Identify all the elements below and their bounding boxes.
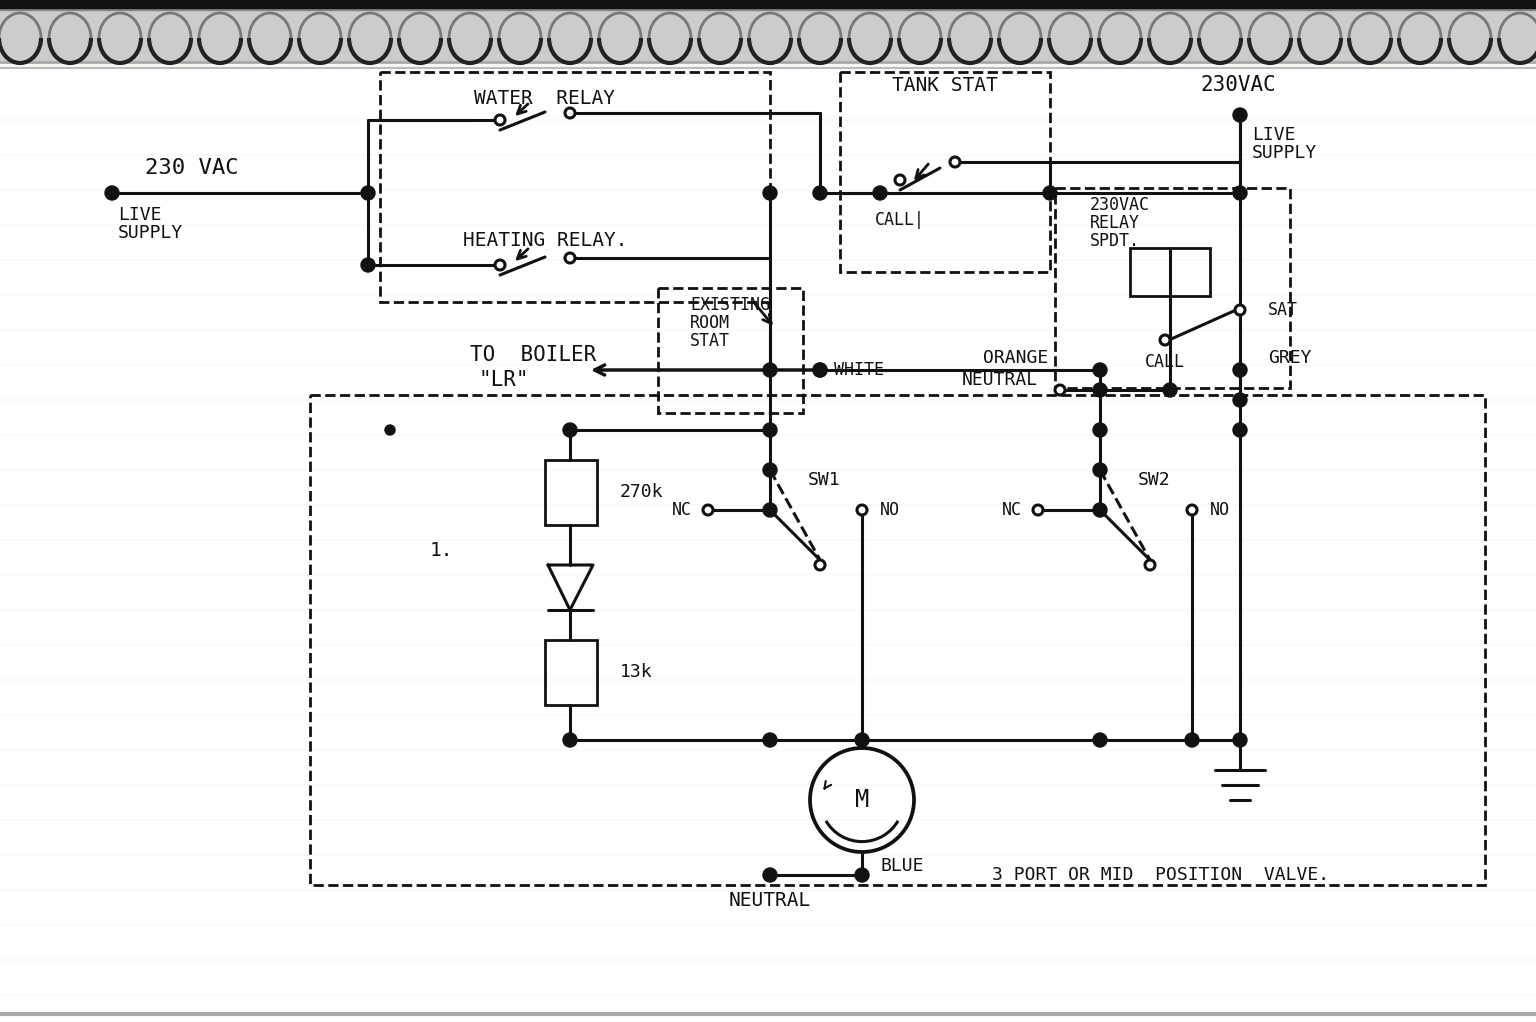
Circle shape bbox=[1055, 385, 1064, 394]
Circle shape bbox=[1233, 108, 1247, 122]
Circle shape bbox=[1094, 463, 1107, 477]
Circle shape bbox=[895, 175, 905, 185]
Bar bbox=[840, 72, 1051, 272]
Circle shape bbox=[1094, 503, 1107, 517]
Text: HEATING RELAY.: HEATING RELAY. bbox=[462, 231, 627, 249]
Text: STAT: STAT bbox=[690, 332, 730, 350]
Circle shape bbox=[1235, 305, 1246, 315]
Circle shape bbox=[565, 108, 574, 118]
Circle shape bbox=[386, 425, 395, 435]
Circle shape bbox=[763, 733, 777, 747]
Circle shape bbox=[763, 186, 777, 200]
Bar bbox=[310, 394, 1485, 885]
Circle shape bbox=[1160, 335, 1170, 345]
Circle shape bbox=[564, 733, 578, 747]
Text: NC: NC bbox=[673, 501, 693, 519]
Bar bbox=[1130, 248, 1210, 296]
Text: 270k: 270k bbox=[621, 483, 664, 501]
Circle shape bbox=[763, 363, 777, 377]
Circle shape bbox=[1184, 733, 1200, 747]
Circle shape bbox=[1144, 560, 1155, 570]
Text: LIVE: LIVE bbox=[118, 206, 161, 224]
Text: SW1: SW1 bbox=[808, 471, 840, 489]
Text: ORANGE: ORANGE bbox=[983, 349, 1048, 367]
Bar bbox=[545, 460, 598, 525]
Bar bbox=[545, 640, 598, 705]
Text: SUPPLY: SUPPLY bbox=[1252, 144, 1318, 162]
Circle shape bbox=[872, 186, 886, 200]
Circle shape bbox=[857, 505, 866, 515]
Circle shape bbox=[1094, 383, 1107, 397]
Text: LIVE: LIVE bbox=[1252, 126, 1295, 144]
Circle shape bbox=[763, 423, 777, 437]
Text: BLUE: BLUE bbox=[880, 857, 923, 875]
Circle shape bbox=[361, 186, 375, 200]
Text: 1.: 1. bbox=[430, 541, 453, 559]
Text: SUPPLY: SUPPLY bbox=[118, 224, 183, 242]
Circle shape bbox=[813, 363, 826, 377]
Text: 230VAC: 230VAC bbox=[1091, 196, 1150, 214]
Circle shape bbox=[1043, 186, 1057, 200]
Text: SW2: SW2 bbox=[1138, 471, 1170, 489]
Circle shape bbox=[1233, 393, 1247, 407]
Circle shape bbox=[1233, 363, 1247, 377]
Text: EXISTING: EXISTING bbox=[690, 296, 770, 314]
Circle shape bbox=[703, 505, 713, 515]
Text: NO: NO bbox=[1210, 501, 1230, 519]
Circle shape bbox=[813, 363, 826, 377]
Bar bbox=[379, 72, 770, 301]
Circle shape bbox=[1034, 505, 1043, 515]
Circle shape bbox=[763, 503, 777, 517]
Text: "LR": "LR" bbox=[478, 370, 528, 390]
Circle shape bbox=[104, 186, 118, 200]
Bar bbox=[657, 288, 803, 413]
Text: NC: NC bbox=[1001, 501, 1021, 519]
Circle shape bbox=[1233, 423, 1247, 437]
Text: WHITE: WHITE bbox=[834, 361, 885, 379]
Text: GREY: GREY bbox=[1269, 349, 1312, 367]
Circle shape bbox=[816, 560, 825, 570]
Circle shape bbox=[1094, 733, 1107, 747]
Circle shape bbox=[856, 868, 869, 882]
Text: SPDT.: SPDT. bbox=[1091, 232, 1140, 250]
Bar bbox=[1055, 188, 1290, 388]
Circle shape bbox=[1233, 733, 1247, 747]
Circle shape bbox=[495, 115, 505, 125]
Text: TO  BOILER: TO BOILER bbox=[470, 345, 596, 365]
Text: CALL|: CALL| bbox=[876, 211, 925, 229]
Circle shape bbox=[1187, 505, 1197, 515]
Text: 230VAC: 230VAC bbox=[1200, 75, 1276, 95]
Text: 3 PORT OR MID  POSITION  VALVE.: 3 PORT OR MID POSITION VALVE. bbox=[992, 866, 1329, 884]
Text: NEUTRAL: NEUTRAL bbox=[962, 371, 1038, 389]
Circle shape bbox=[856, 733, 869, 747]
Text: M: M bbox=[856, 788, 869, 812]
Text: WATER  RELAY: WATER RELAY bbox=[475, 89, 616, 107]
Circle shape bbox=[949, 157, 960, 167]
Circle shape bbox=[763, 463, 777, 477]
Circle shape bbox=[763, 868, 777, 882]
Text: ROOM: ROOM bbox=[690, 314, 730, 332]
Text: 13k: 13k bbox=[621, 663, 653, 681]
Text: CALL: CALL bbox=[1144, 353, 1184, 371]
Circle shape bbox=[361, 258, 375, 272]
Text: TANK STAT: TANK STAT bbox=[892, 76, 998, 94]
Circle shape bbox=[1233, 186, 1247, 200]
Circle shape bbox=[495, 260, 505, 270]
Text: NO: NO bbox=[880, 501, 900, 519]
Text: RELAY: RELAY bbox=[1091, 214, 1140, 232]
Circle shape bbox=[565, 253, 574, 263]
Circle shape bbox=[1094, 423, 1107, 437]
Circle shape bbox=[564, 423, 578, 437]
Circle shape bbox=[1163, 383, 1177, 397]
Circle shape bbox=[813, 186, 826, 200]
Text: NEUTRAL: NEUTRAL bbox=[730, 890, 811, 910]
Text: SAT: SAT bbox=[1269, 301, 1298, 319]
Text: 230 VAC: 230 VAC bbox=[144, 158, 238, 178]
Circle shape bbox=[1094, 363, 1107, 377]
